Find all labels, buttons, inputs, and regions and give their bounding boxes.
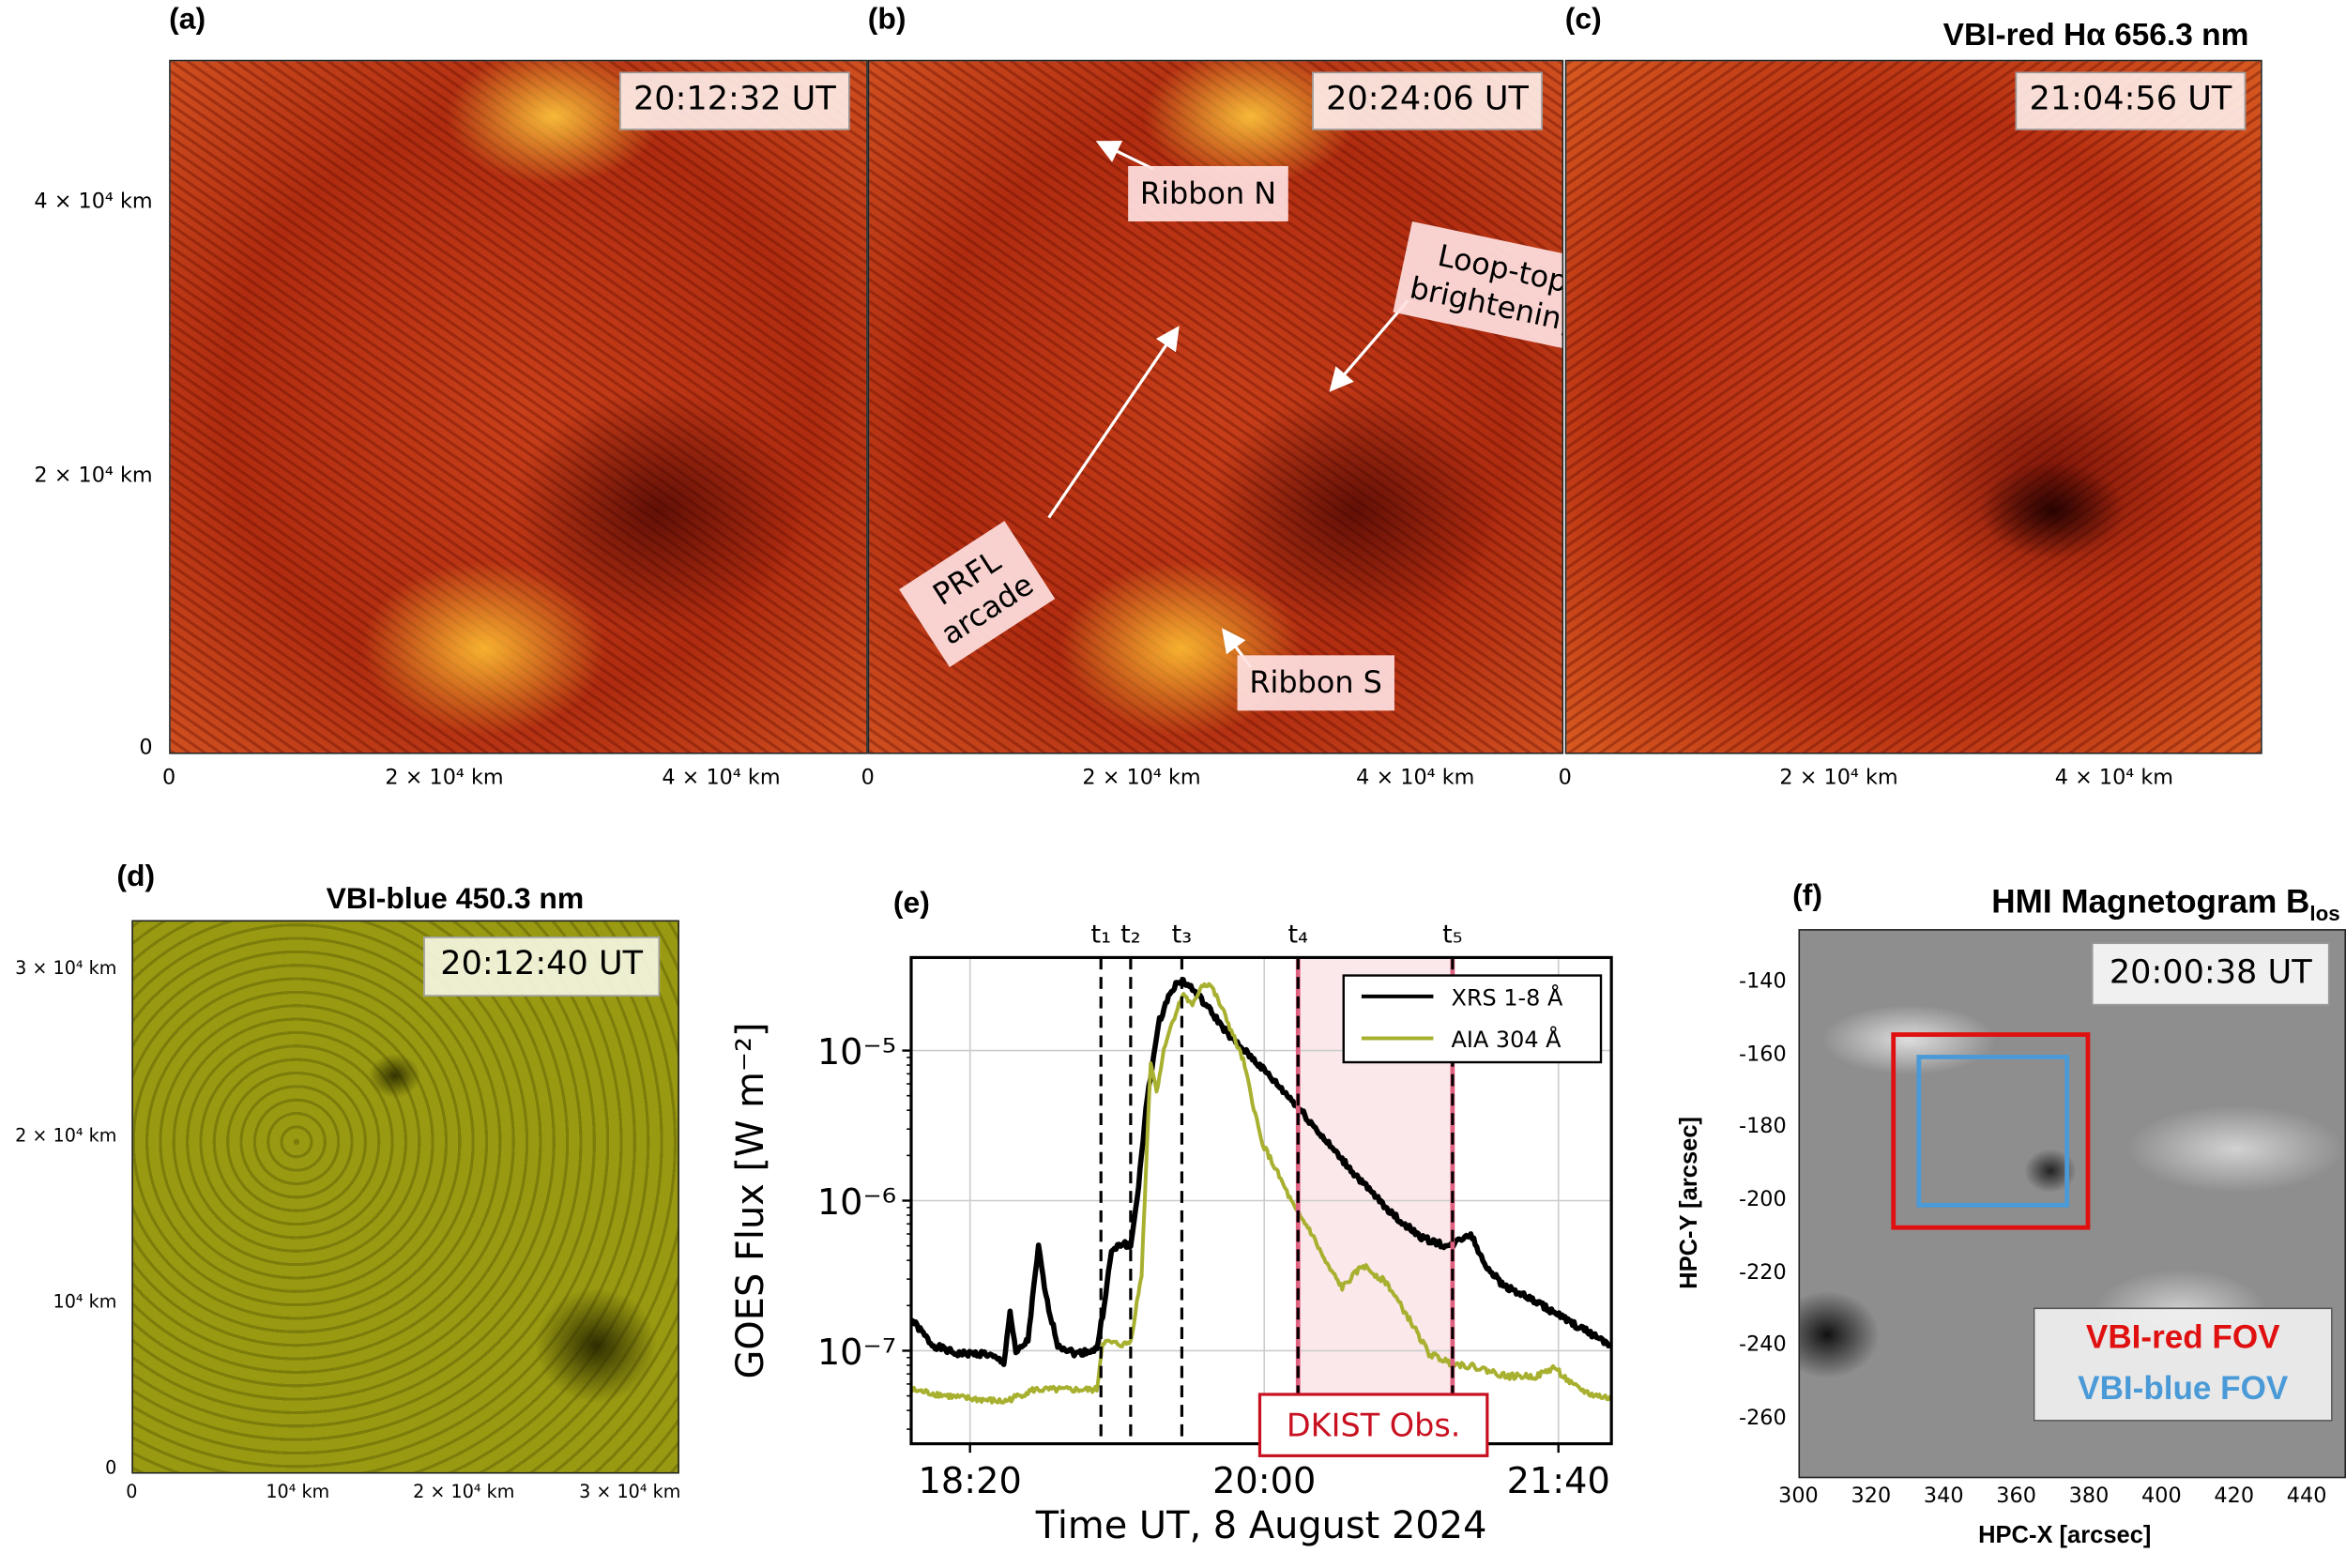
panel-d-xtick: 0	[126, 1481, 138, 1502]
panel-e-label: (e)	[892, 887, 930, 921]
panel-a-ytick: 4 × 10⁴ km	[34, 190, 153, 214]
ribbon-n-text: Ribbon N	[1139, 175, 1277, 211]
panel-b-label: (b)	[867, 3, 906, 37]
panel-c-label: (c)	[1564, 3, 1602, 37]
panel-a-timestamp: 20:12:32 UT	[619, 71, 850, 130]
y-tick-label: 10⁻⁶	[817, 1181, 896, 1224]
legend-label: AIA 304 Å	[1452, 1026, 1562, 1053]
panel-f-ytick: -260	[1739, 1406, 1787, 1431]
panel-c-xtick: 0	[1558, 766, 1572, 790]
panel-c-timestamp: 21:04:56 UT	[2015, 71, 2247, 130]
panel-f-ytick: -160	[1739, 1043, 1787, 1067]
panel-d-label: (d)	[116, 860, 156, 893]
fov-legend-blue: VBI-blue FOV	[2078, 1368, 2289, 1407]
series-line-xrs	[909, 977, 1613, 1367]
panel-c-halpha-image: 21:04:56 UT	[1564, 59, 2262, 754]
panel-b-xtick: 0	[861, 766, 875, 790]
x-tick-label: 20:00	[1212, 1460, 1316, 1502]
panel-f-xtick: 320	[1851, 1484, 1892, 1509]
panel-d-xtick: 2 × 10⁴ km	[413, 1481, 515, 1502]
panel-c-title: VBI-red Hα 656.3 nm	[1942, 18, 2249, 53]
panel-d-ytick: 0	[105, 1456, 117, 1479]
panel-a-label: (a)	[169, 3, 206, 37]
panel-f-xtick: 400	[2141, 1484, 2182, 1509]
panel-f-xtick: 420	[2214, 1484, 2255, 1509]
vbi-blue-fov-box	[1915, 1054, 2069, 1208]
marker-label-t5: t₅	[1442, 920, 1463, 949]
panel-d-ytick: 2 × 10⁴ km	[15, 1124, 117, 1147]
panel-a-ytick: 2 × 10⁴ km	[34, 464, 153, 488]
panel-b-timestamp: 20:24:06 UT	[1312, 71, 1543, 130]
panel-f-xtick: 360	[1996, 1484, 2036, 1509]
panel-a-xtick: 4 × 10⁴ km	[662, 766, 781, 790]
panel-d-timestamp: 20:12:40 UT	[423, 936, 661, 997]
y-tick-label: 10⁻⁷	[817, 1332, 896, 1374]
fov-legend-red: VBI-red FOV	[2085, 1317, 2280, 1356]
panel-c-xtick: 4 × 10⁴ km	[2054, 766, 2174, 790]
y-tick-label: 10⁻⁵	[817, 1031, 896, 1073]
panel-d-xtick: 3 × 10⁴ km	[579, 1481, 681, 1502]
panel-b-halpha-image: 20:24:06 UT Ribbon N Loop-top brightening…	[867, 59, 1564, 754]
goes-flux-chart: t₁ t₂ t₃ t₄ t₅ 18:20 20:00 21:40 10⁻⁵ 10⁻⁶ 10⁻⁷ Tim…	[729, 920, 1613, 1547]
marker-label-t1: t₁	[1090, 920, 1111, 949]
marker-label-t3: t₃	[1172, 920, 1192, 949]
ribbon-s-label: Ribbon S	[1237, 655, 1394, 711]
panel-b-xtick: 4 × 10⁴ km	[1356, 766, 1475, 790]
vbi-red-fov-box	[1890, 1032, 2091, 1229]
panel-f-xlabel: HPC-X [arcsec]	[1978, 1523, 2152, 1549]
x-tick-label: 18:20	[919, 1460, 1022, 1502]
panel-d-xtick: 10⁴ km	[266, 1481, 330, 1502]
panel-a-xtick: 2 × 10⁴ km	[385, 766, 504, 790]
ribbon-n-label: Ribbon N	[1128, 165, 1288, 221]
panel-f-title-sub: los	[2309, 901, 2340, 925]
x-axis-label: Time UT, 8 August 2024	[1035, 1504, 1487, 1547]
panel-f-xtick: 440	[2286, 1484, 2327, 1509]
panel-d-ytick: 10⁴ km	[53, 1290, 117, 1313]
annotation-arrows	[1047, 140, 1409, 669]
panel-a-ytick: 0	[139, 736, 153, 760]
panel-d-blue-image: 20:12:40 UT	[131, 920, 679, 1474]
panel-d-ytick: 3 × 10⁴ km	[15, 957, 117, 979]
panel-f-magnetogram: 20:00:38 UT VBI-red FOV VBI-blue FOV	[1798, 929, 2346, 1479]
panel-d-title: VBI-blue 450.3 nm	[326, 882, 585, 916]
panel-f-xtick: 340	[1923, 1484, 1964, 1509]
panel-f-timestamp: 20:00:38 UT	[2091, 942, 2330, 1006]
panel-f-ytick: -180	[1739, 1114, 1787, 1139]
series-line-aia304	[909, 982, 1613, 1405]
ribbon-n-arrow	[1095, 140, 1154, 171]
panel-f-ylabel: HPC-Y [arcsec]	[1677, 1116, 1703, 1289]
panel-a-halpha-image: 20:12:32 UT	[169, 59, 868, 754]
panel-f-ytick: -240	[1739, 1332, 1787, 1358]
panel-f-ytick: -220	[1739, 1261, 1787, 1286]
panel-f-title: HMI Magnetogram Blos	[1991, 883, 2339, 925]
y-axis-label: GOES Flux [W m⁻²]	[729, 1023, 772, 1379]
loop-top-arrow	[1329, 299, 1409, 392]
fov-legend: VBI-red FOV VBI-blue FOV	[2033, 1307, 2333, 1422]
prfl-arrow	[1047, 326, 1180, 519]
panel-f-xtick: 380	[2068, 1484, 2110, 1509]
panel-b-xtick: 2 × 10⁴ km	[1082, 766, 1201, 790]
panel-f-ytick: -200	[1739, 1187, 1787, 1212]
panel-f-label: (f)	[1792, 879, 1822, 913]
x-tick-label: 21:40	[1507, 1460, 1610, 1502]
dkist-obs-box	[1257, 1393, 1489, 1457]
marker-label-t4: t₄	[1288, 920, 1309, 949]
dkist-obs-label: DKIST Obs.	[1287, 1408, 1461, 1444]
marker-label-t2: t₂	[1120, 920, 1141, 949]
panel-f-xtick: 300	[1778, 1484, 1819, 1509]
legend-box	[1342, 974, 1603, 1064]
legend-label: XRS 1-8 Å	[1452, 983, 1563, 1011]
panel-a-xtick: 0	[162, 766, 176, 790]
ribbon-s-text: Ribbon S	[1249, 663, 1382, 701]
panel-f-ytick: -140	[1739, 969, 1787, 994]
panel-c-xtick: 2 × 10⁴ km	[1779, 766, 1898, 790]
panel-f-title-text: HMI Magnetogram B	[1991, 882, 2310, 921]
